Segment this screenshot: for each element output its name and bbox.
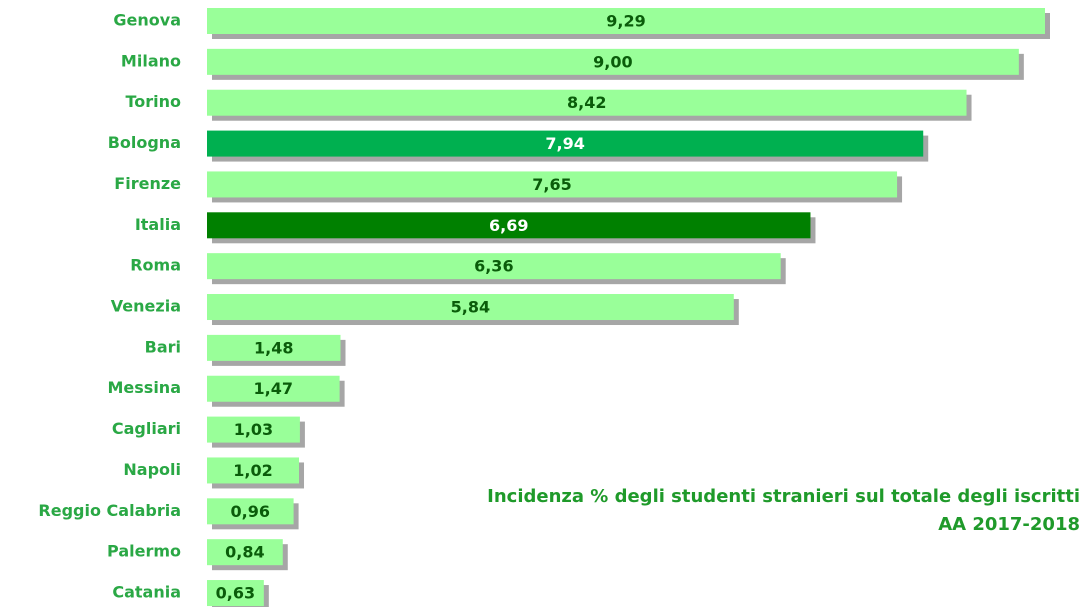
category-label: Palermo	[107, 542, 181, 561]
value-label: 0,63	[216, 584, 255, 603]
value-label: 1,48	[254, 338, 293, 357]
category-label: Cagliari	[112, 419, 181, 438]
category-label: Milano	[121, 51, 181, 70]
category-label: Italia	[135, 215, 181, 234]
bar	[207, 130, 924, 157]
bar	[207, 171, 898, 198]
value-label: 7,65	[532, 175, 571, 194]
value-label: 1,03	[234, 420, 273, 439]
category-label: Napoli	[123, 460, 181, 479]
value-label: 6,36	[474, 257, 513, 276]
chart-subtitle: AA 2017-2018	[938, 514, 1080, 535]
value-label: 8,42	[567, 93, 606, 112]
category-label: Bologna	[108, 133, 181, 152]
value-label: 9,29	[606, 12, 645, 31]
bar	[207, 375, 340, 402]
bar	[207, 253, 781, 280]
bar	[207, 48, 1019, 75]
bar	[207, 334, 341, 361]
bar	[207, 457, 300, 484]
value-label: 0,84	[225, 543, 264, 562]
category-label: Firenze	[114, 174, 181, 193]
value-label: 5,84	[451, 298, 490, 317]
category-label: Reggio Calabria	[38, 501, 181, 520]
value-label: 0,96	[231, 502, 270, 521]
bar	[207, 498, 294, 525]
value-label: 1,47	[254, 379, 293, 398]
bar	[207, 416, 300, 443]
value-label: 1,02	[233, 461, 272, 480]
category-label: Bari	[145, 337, 181, 356]
bar	[207, 539, 283, 566]
bar	[207, 8, 1045, 34]
bar	[207, 89, 967, 116]
chart-title: Incidenza % degli studenti stranieri sul…	[487, 486, 1080, 507]
value-label: 9,00	[593, 52, 632, 71]
value-label: 7,94	[545, 134, 584, 153]
bar	[207, 212, 811, 239]
bar	[207, 580, 264, 607]
category-label: Torino	[125, 92, 181, 111]
category-label: Genova	[113, 11, 181, 30]
category-label: Venezia	[111, 297, 181, 316]
category-label: Catania	[112, 583, 181, 602]
category-label: Roma	[130, 256, 181, 275]
value-label: 6,69	[489, 216, 528, 235]
category-label: Messina	[108, 378, 182, 397]
bar	[207, 294, 734, 321]
